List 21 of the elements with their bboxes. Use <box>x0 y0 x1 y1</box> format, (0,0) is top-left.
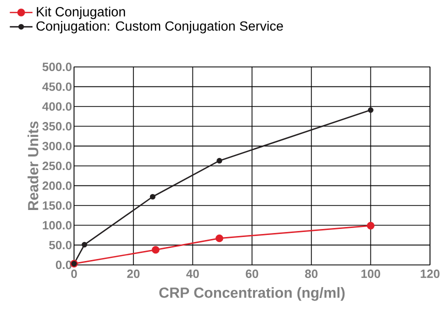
y-tick-label: 200.0 <box>42 182 72 190</box>
y-tick-label: 450.0 <box>42 82 72 91</box>
x-tick-label: 40 <box>186 270 199 278</box>
y-tick-label: 250.0 <box>42 162 72 170</box>
x-tick-label: 20 <box>127 270 140 278</box>
y-tick-label: 300.0 <box>42 142 72 150</box>
y-tick-label: 500.0 <box>42 62 72 72</box>
y-tick-label: 350.0 <box>42 122 72 131</box>
y-tick-label: 100.0 <box>42 221 72 230</box>
x-tick-label: 0 <box>71 270 77 278</box>
legend-label: Kit Conjugation <box>36 6 125 20</box>
y-tick-label: 400.0 <box>42 102 72 111</box>
y-tick-label: 150.0 <box>42 201 72 210</box>
y-tick-label: 50.0 <box>49 240 72 250</box>
x-tick-label: 100 <box>361 270 380 278</box>
y-axis-title: Reader Units <box>28 122 38 210</box>
legend-label: Conjugation: Custom Conjugation Service <box>36 21 283 34</box>
x-tick-label: 60 <box>246 270 258 278</box>
x-tick-label: 80 <box>305 270 318 278</box>
x-tick-label: 120 <box>420 270 440 278</box>
x-axis-title: CRP Concentration (ng/ml) <box>159 287 345 301</box>
